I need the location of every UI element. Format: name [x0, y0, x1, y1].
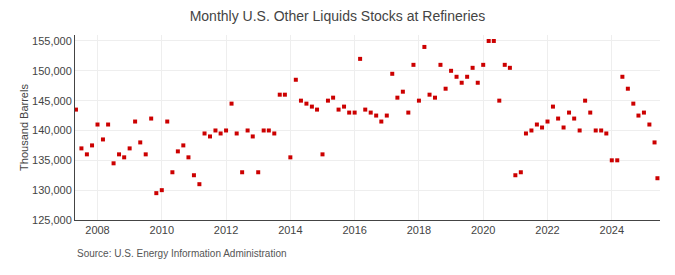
svg-text:Monthly U.S. Other Liquids Sto: Monthly U.S. Other Liquids Stocks at Ref… [190, 8, 486, 24]
svg-text:140,000: 140,000 [32, 124, 72, 136]
svg-text:2008: 2008 [85, 224, 109, 236]
svg-text:2020: 2020 [471, 224, 495, 236]
svg-text:2014: 2014 [278, 224, 302, 236]
svg-text:2010: 2010 [150, 224, 174, 236]
svg-text:Thousand Barrels: Thousand Barrels [18, 84, 30, 171]
svg-text:2016: 2016 [342, 224, 366, 236]
svg-text:125,000: 125,000 [32, 214, 72, 226]
svg-text:2022: 2022 [535, 224, 559, 236]
svg-text:150,000: 150,000 [32, 65, 72, 77]
svg-text:135,000: 135,000 [32, 154, 72, 166]
svg-text:2018: 2018 [407, 224, 431, 236]
svg-text:130,000: 130,000 [32, 184, 72, 196]
svg-text:Source: U.S. Energy Informatio: Source: U.S. Energy Information Administ… [77, 248, 287, 259]
svg-text:145,000: 145,000 [32, 95, 72, 107]
svg-text:155,000: 155,000 [32, 35, 72, 47]
svg-text:2012: 2012 [214, 224, 238, 236]
svg-text:2024: 2024 [600, 224, 624, 236]
